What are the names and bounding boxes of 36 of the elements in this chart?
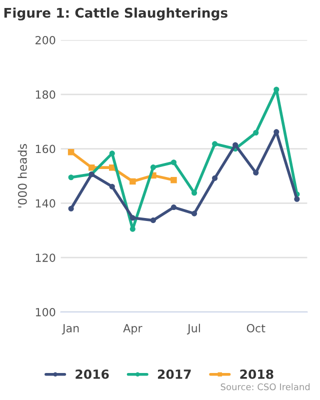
point (88, 164, 95, 171)
point (68, 206, 74, 212)
point (212, 141, 218, 147)
y-tick-label: 180 (36, 90, 56, 99)
point (274, 86, 280, 92)
point (109, 184, 115, 190)
point (170, 176, 177, 184)
x-tick-label: Jan (62, 324, 79, 334)
point (191, 210, 198, 216)
x-tick-label: Apr (123, 324, 142, 335)
legend-label: 2016 (76, 369, 109, 379)
x-tick-label: Oct (246, 324, 266, 332)
point (150, 218, 156, 224)
point (130, 215, 136, 221)
chart-title: Figure 1: Cattle Slaughterings (4, 8, 228, 20)
legend-label: 2018 (240, 369, 274, 379)
y-tick-label: 160 (36, 144, 56, 154)
y-tick-label: 140 (36, 199, 56, 208)
point (170, 160, 177, 166)
source-note: Source: CSO Ireland (220, 383, 310, 390)
point (130, 178, 136, 185)
point (170, 204, 177, 210)
x-tick-label: Jul (186, 324, 200, 334)
y-tick-label: 200 (36, 36, 56, 44)
point (150, 164, 156, 170)
point (294, 196, 300, 202)
point (68, 148, 74, 156)
y-tick-label: 100 (36, 308, 56, 316)
point (253, 130, 259, 136)
point (232, 142, 238, 148)
legend-label: 2017 (158, 369, 191, 379)
point (212, 175, 218, 181)
y-axis-title: '000 heads (18, 144, 27, 208)
point (68, 174, 74, 180)
point (109, 150, 115, 156)
y-tick-label: 120 (36, 254, 56, 262)
